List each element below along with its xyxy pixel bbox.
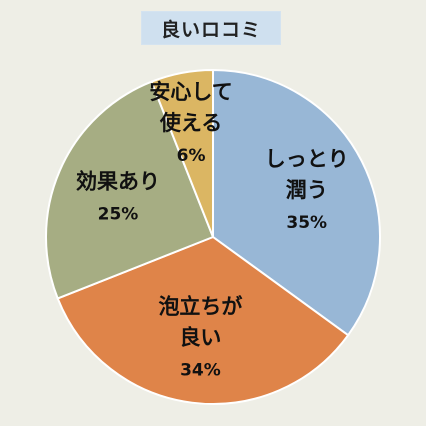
slice-value-label: 34% bbox=[180, 360, 221, 380]
slice-name-label: しっとり bbox=[265, 147, 349, 171]
slice-label: 泡立ちが良い 34% bbox=[158, 294, 242, 380]
chart-title: 良いロコミ bbox=[141, 11, 281, 45]
pie-slice bbox=[212, 68, 381, 337]
slice-name-label: 良い bbox=[179, 325, 221, 349]
pie-slice bbox=[150, 68, 214, 238]
slice-name-label: 泡立ちが bbox=[158, 294, 242, 318]
slice-name-label: 潤う bbox=[286, 178, 328, 202]
slice-label: 安心して使える 6% bbox=[149, 80, 232, 166]
slice-name-label: 安心して bbox=[149, 80, 232, 104]
slice-name-label: 使える bbox=[159, 111, 222, 135]
pie-slice bbox=[56, 235, 350, 405]
slice-name-label: 効果あり bbox=[76, 169, 160, 193]
slice-label: 効果あり 25% bbox=[76, 169, 160, 224]
slice-value-label: 6% bbox=[177, 146, 206, 166]
slice-value-label: 25% bbox=[98, 204, 139, 224]
slice-label: しっとり潤う 35% bbox=[265, 147, 349, 233]
slice-value-label: 35% bbox=[286, 213, 327, 233]
pie-slice bbox=[45, 80, 215, 300]
